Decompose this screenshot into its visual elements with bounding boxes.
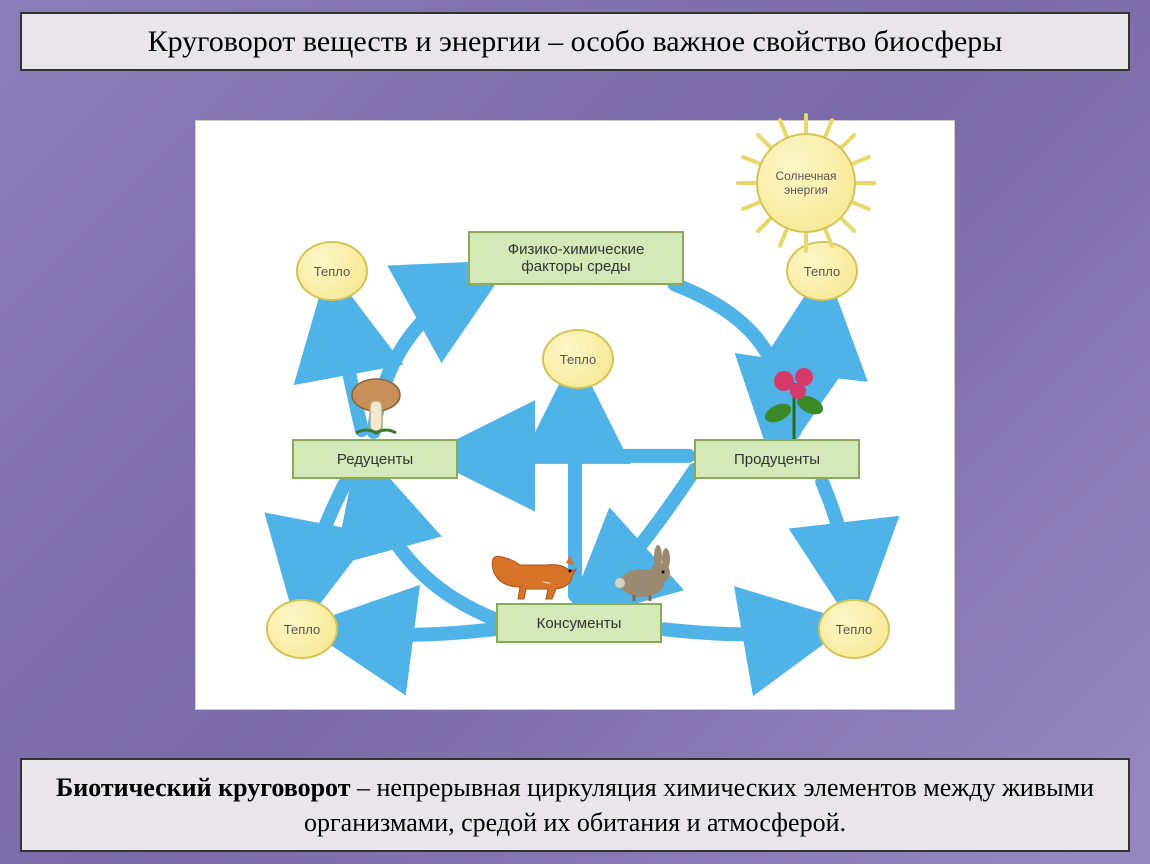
arrow (822, 482, 852, 592)
footer-rest: – непрерывная циркуляция химических элем… (304, 773, 1094, 837)
diagram-container: Солнечная энергия Физико-химические факт… (195, 120, 955, 710)
arrow (665, 629, 812, 634)
arrow (370, 484, 496, 620)
node-consumers: Консументы (496, 603, 662, 643)
footer-bold: Биотический круговорот (56, 773, 350, 802)
heat-circle: Тепло (266, 599, 338, 659)
arrow (306, 482, 346, 592)
sun: Солнечная энергия (736, 113, 876, 253)
flower-icon (754, 363, 834, 448)
node-reducers-label: Редуценты (337, 451, 413, 468)
title-text: Круговорот веществ и энергии – особо важ… (148, 25, 1003, 58)
rabbit-icon (606, 543, 676, 608)
footer-box: Биотический круговорот – непрерывная цир… (20, 758, 1130, 852)
heat-circle: Тепло (818, 599, 890, 659)
arrow (344, 629, 493, 635)
heat-circle: Тепло (786, 241, 858, 301)
node-factors-label: Физико-химические факторы среды (508, 241, 645, 275)
node-consumers-label: Консументы (537, 615, 622, 632)
fox-icon (486, 533, 586, 608)
node-factors: Физико-химические факторы среды (468, 231, 684, 285)
heat-circle: Тепло (542, 329, 614, 389)
title-box: Круговорот веществ и энергии – особо важ… (20, 12, 1130, 71)
mushroom-icon (346, 371, 406, 446)
sun-label: Солнечная энергия (758, 169, 854, 198)
node-producers-label: Продуценты (734, 451, 820, 468)
heat-circle: Тепло (296, 241, 368, 301)
sun-core: Солнечная энергия (756, 133, 856, 233)
